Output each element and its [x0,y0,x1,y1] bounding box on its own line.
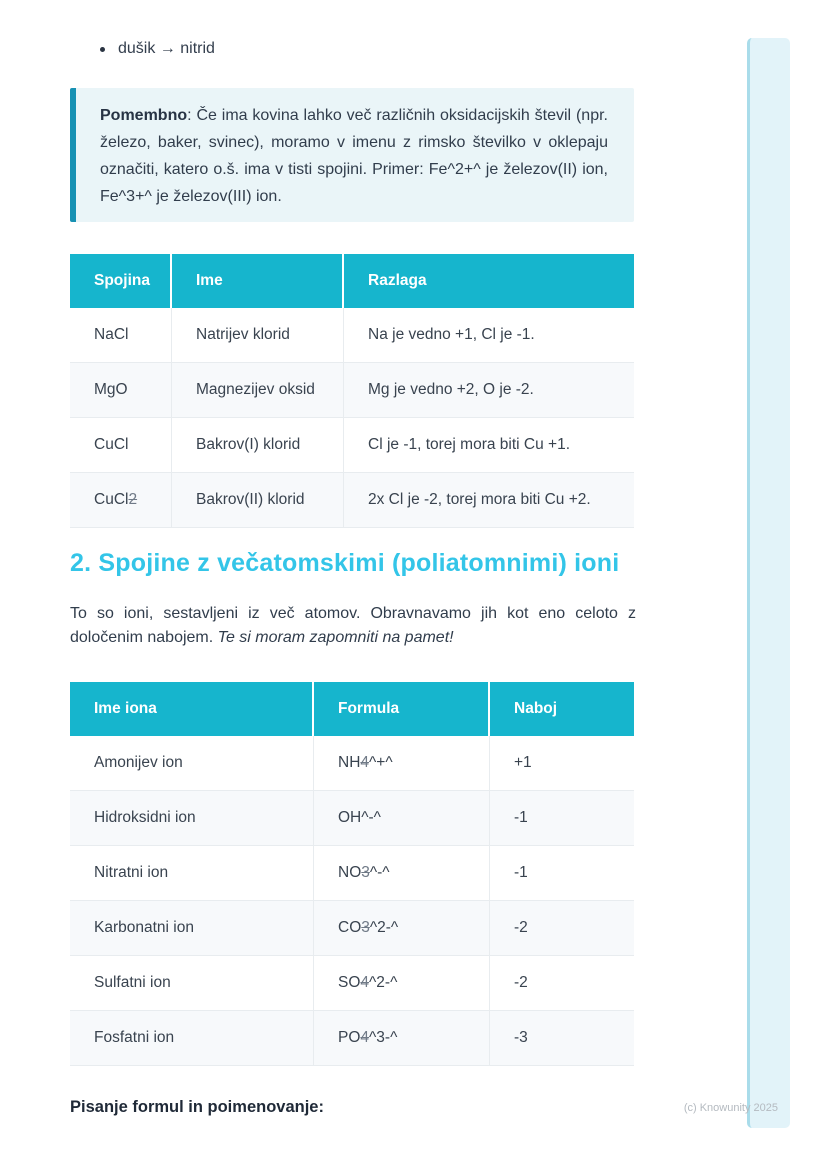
formula-text: NH [338,754,361,771]
formula-text: SO [338,974,361,991]
ion-name-cell: Nitratni ion [70,846,314,901]
formula-text: OH [338,809,362,826]
column-header-formula: Formula [314,682,490,736]
table-row: MgO Magnezijev oksid Mg je vedno +2, O j… [70,363,634,418]
formula-charge: ^2-^ [369,919,399,936]
table-row: Karbonatni ion CO3^2-^ -2 [70,901,634,956]
important-callout: Pomembno: Če ima kovina lahko več različ… [70,88,634,222]
polyatomic-ions-table: Ime iona Formula Naboj Amonijev ion NH4^… [70,682,634,1066]
copyright-watermark: (c) Knowunity 2025 [683,1102,778,1114]
list-item: dušik → nitrid [100,40,215,58]
formula-subscript: 2 [128,491,138,508]
name-cell: Magnezijev oksid [172,363,344,418]
name-cell: Natrijev klorid [172,308,344,363]
name-cell: Bakrov(II) klorid [172,473,344,528]
formula-subscript: 4 [360,1029,370,1046]
charge-cell: -3 [490,1011,634,1066]
section-heading: 2. Spojine z večatomskimi (poliatomnimi)… [70,549,620,577]
formula-subscript: 4 [360,974,370,991]
formula-cell: NH4^+^ [314,736,490,791]
compound-cell: CuCl2 [70,473,172,528]
formula-charge: ^3-^ [369,1029,398,1046]
column-header-naboj: Naboj [490,682,634,736]
table-row: CuCl Bakrov(I) klorid Cl je -1, torej mo… [70,418,634,473]
ion-name-cell: Karbonatni ion [70,901,314,956]
paragraph-italic-note: Te si moram zapomniti na pamet! [217,629,454,646]
table-row: Fosfatni ion PO4^3-^ -3 [70,1011,634,1066]
charge-cell: -2 [490,901,634,956]
charge-cell: -1 [490,791,634,846]
table-row: Amonijev ion NH4^+^ +1 [70,736,634,791]
column-header-spojina: Spojina [70,254,172,308]
formula-charge: ^+^ [369,754,393,771]
formula-text: NaCl [94,326,129,343]
paragraph-text: To so ioni, sestavljeni iz več atomov. O… [70,605,636,646]
explanation-cell: Cl je -1, torej mora biti Cu +1. [344,418,634,473]
compound-cell: NaCl [70,308,172,363]
section-paragraph: To so ioni, sestavljeni iz več atomov. O… [70,602,636,650]
name-cell: Bakrov(I) klorid [172,418,344,473]
next-section-heading: Pisanje formul in poimenovanje: [70,1098,324,1116]
formula-text: PO [338,1029,361,1046]
charge-cell: +1 [490,736,634,791]
bullet-icon [100,46,105,52]
formula-text: CuCl [94,491,129,508]
formula-text: MgO [94,381,128,398]
column-header-razlaga: Razlaga [344,254,634,308]
formula-charge: ^2-^ [369,974,398,991]
compound-cell: CuCl [70,418,172,473]
formula-charge: ^-^ [369,864,390,881]
table-row: NaCl Natrijev klorid Na je vedno +1, Cl … [70,308,634,363]
formula-text: CuCl [94,436,129,453]
ion-name-cell: Amonijev ion [70,736,314,791]
compounds-table: Spojina Ime Razlaga NaCl Natrijev klorid… [70,254,634,528]
table-header-row: Ime iona Formula Naboj [70,682,634,736]
compound-cell: MgO [70,363,172,418]
formula-cell: CO3^2-^ [314,901,490,956]
column-header-ime: Ime [172,254,344,308]
explanation-cell: Na je vedno +1, Cl je -1. [344,308,634,363]
formula-cell: PO4^3-^ [314,1011,490,1066]
formula-subscript: 3 [361,864,370,881]
callout-label: Pomembno [100,107,188,124]
formula-text: NO [338,864,362,881]
ion-name-cell: Hidroksidni ion [70,791,314,846]
ion-name-cell: Sulfatni ion [70,956,314,1011]
charge-cell: -1 [490,846,634,901]
table-header-row: Spojina Ime Razlaga [70,254,634,308]
formula-cell: OH^-^ [314,791,490,846]
table-row: CuCl2 Bakrov(II) klorid 2x Cl je -2, tor… [70,473,634,528]
column-header-ime-iona: Ime iona [70,682,314,736]
table-row: Sulfatni ion SO4^2-^ -2 [70,956,634,1011]
table-row: Hidroksidni ion OH^-^ -1 [70,791,634,846]
explanation-cell: 2x Cl je -2, torej mora biti Cu +2. [344,473,634,528]
table-row: Nitratni ion NO3^-^ -1 [70,846,634,901]
list-item-text: dušik → nitrid [118,40,215,57]
formula-charge: ^-^ [361,809,381,826]
explanation-cell: Mg je vedno +2, O je -2. [344,363,634,418]
page-edge-decoration [747,38,790,1128]
formula-subscript: 3 [361,919,370,936]
formula-cell: SO4^2-^ [314,956,490,1011]
callout-text: : Če ima kovina lahko več različnih oksi… [100,107,608,205]
formula-cell: NO3^-^ [314,846,490,901]
charge-cell: -2 [490,956,634,1011]
formula-text: CO [338,919,362,936]
formula-subscript: 4 [360,754,370,771]
ion-name-cell: Fosfatni ion [70,1011,314,1066]
